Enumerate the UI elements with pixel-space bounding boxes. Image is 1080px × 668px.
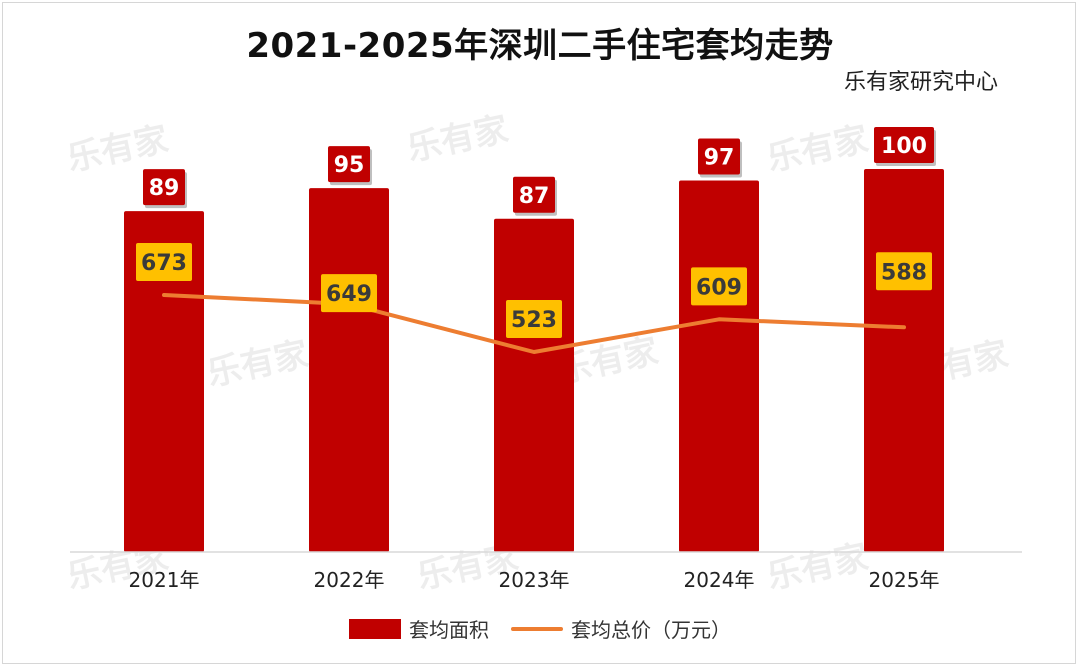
bar-value-label-2022年: 95	[334, 153, 365, 178]
line-label-box-2022年	[321, 274, 377, 313]
bar-2025年	[864, 169, 944, 552]
line-value-label-2021年: 673	[141, 251, 187, 276]
line-value-label-2022年: 649	[326, 282, 372, 307]
legend-bar-label: 套均面积	[409, 618, 489, 642]
bar-label-box-2021年	[143, 169, 185, 206]
x-tick-2021年: 2021年	[129, 568, 200, 592]
source-label: 乐有家研究中心	[843, 70, 998, 95]
bar-label-box-2023年	[513, 176, 555, 213]
legend-item-line: 套均总价（万元）	[511, 614, 731, 643]
legend-item-bar: 套均面积	[349, 614, 489, 643]
x-tick-2022年: 2022年	[314, 568, 385, 592]
line-value-label-2025年: 588	[881, 260, 927, 285]
legend-line-swatch	[511, 626, 563, 631]
data-labels: 89 95 87 97 100 673 649 523 609 588	[136, 127, 936, 338]
watermark-3: 乐有家	[204, 334, 312, 394]
chart-title: 2021-2025年深圳二手住宅套均走势	[246, 26, 834, 66]
line-label-box-2025年	[876, 252, 932, 291]
bar-2022年	[309, 188, 389, 552]
line-series	[162, 293, 906, 354]
watermark-1: 乐有家	[404, 109, 512, 169]
line-label-box-2024年	[691, 267, 747, 306]
line-label-box-2023年	[506, 300, 562, 338]
x-tick-2025年: 2025年	[869, 568, 940, 592]
line-value-label-2023年: 523	[511, 308, 557, 333]
x-tick-2023年: 2023年	[499, 568, 570, 592]
legend-bar-swatch	[349, 618, 401, 639]
bar-label-box-2022年	[328, 146, 370, 183]
x-tick-labels: 2021年 2022年 2023年 2024年 2025年	[129, 568, 940, 592]
line-path	[162, 293, 906, 354]
bar-value-label-2021年: 89	[149, 176, 180, 201]
legend: 套均面积 套均总价（万元）	[0, 614, 1080, 643]
line-value-label-2024年: 609	[696, 275, 742, 300]
bar-value-label-2024年: 97	[704, 145, 735, 170]
bar-2023年	[494, 218, 574, 553]
bar-label-box-2024年	[698, 138, 740, 175]
watermark-2: 乐有家	[764, 119, 872, 179]
bar-2024年	[679, 180, 759, 553]
bar-value-label-2025年: 100	[881, 134, 927, 159]
bar-value-label-2023年: 87	[519, 184, 550, 209]
watermark-8: 乐有家	[764, 537, 872, 597]
legend-line-label: 套均总价（万元）	[571, 618, 731, 642]
x-tick-2024年: 2024年	[684, 568, 755, 592]
line-label-box-2021年	[136, 243, 192, 281]
bar-label-box-2025年	[874, 127, 934, 163]
